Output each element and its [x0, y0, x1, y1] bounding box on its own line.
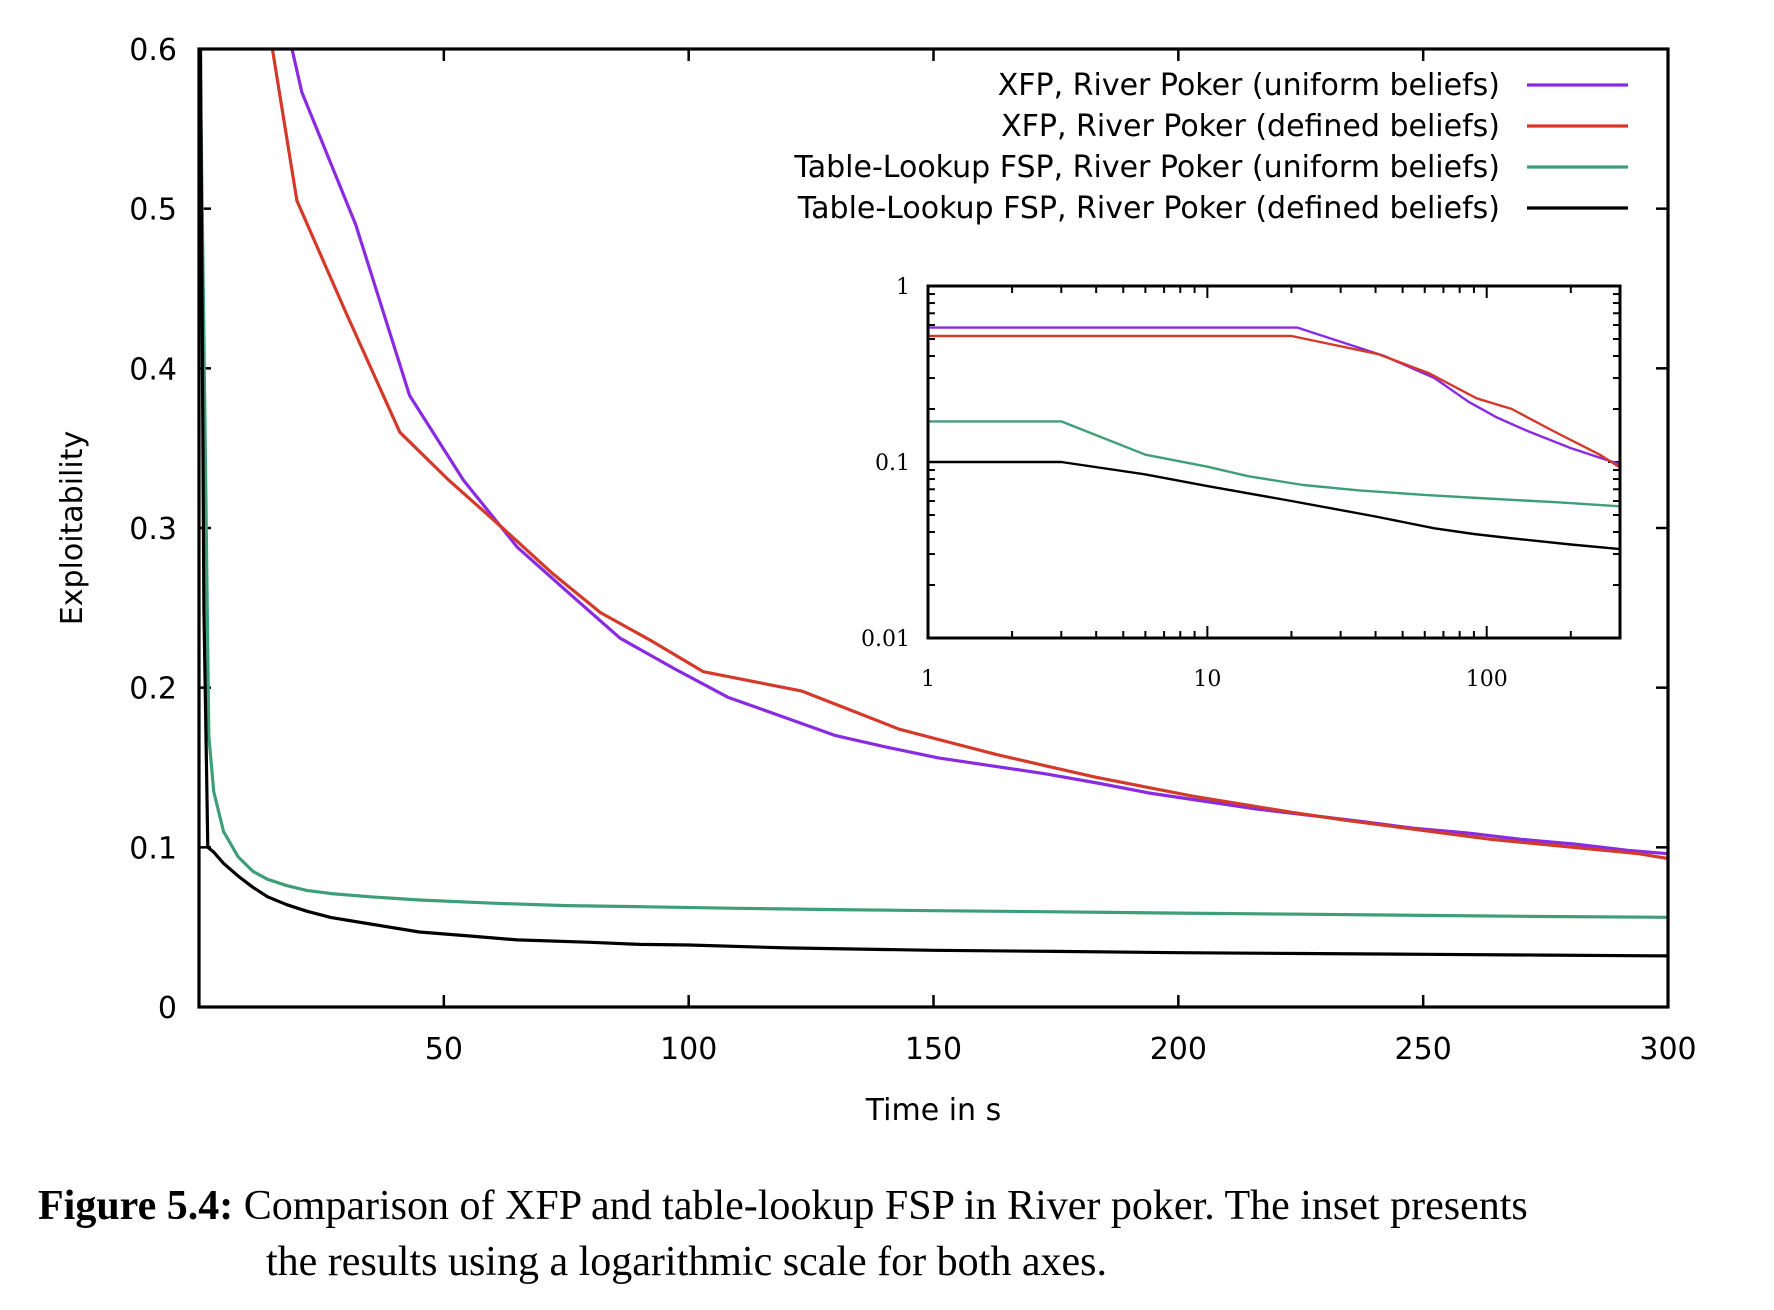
- x-tick-label: 100: [660, 1032, 717, 1067]
- y-axis-label: Exploitability: [55, 431, 90, 626]
- caption-text-line1: Comparison of XFP and table-lookup FSP i…: [243, 1183, 1528, 1229]
- inset-y-tick-label: 0.01: [861, 627, 910, 652]
- caption-text-line2: the results using a logarithmic scale fo…: [266, 1239, 1107, 1285]
- x-axis-label: Time in s: [865, 1093, 1001, 1128]
- legend-entry-1: XFP, River Poker (uniform beliefs): [998, 68, 1500, 103]
- caption-label: Figure 5.4:: [38, 1183, 234, 1229]
- inset-chart: 1 10 100 0.01 0.1 1: [861, 275, 1622, 692]
- y-tick-label: 0.2: [129, 672, 177, 707]
- x-tick-label: 50: [425, 1032, 463, 1067]
- y-tick-label: 0.1: [129, 831, 177, 866]
- y-tick-label: 0.3: [129, 512, 177, 547]
- series-line-2: [270, 49, 1668, 861]
- y-tick-label: 0: [158, 991, 177, 1026]
- inset-x-tick-label: 100: [1466, 667, 1508, 692]
- inset-y-tick-label: 0.1: [875, 451, 910, 476]
- inset-series-line-2: [928, 334, 1620, 469]
- y-tick-label: 0.6: [129, 33, 177, 68]
- series-line-3: [199, 49, 1668, 919]
- x-tick-label: 300: [1639, 1032, 1696, 1067]
- inset-x-tick-label: 10: [1193, 667, 1221, 692]
- legend-entry-4: Table-Lookup FSP, River Poker (defined b…: [797, 191, 1500, 226]
- x-tick-label: 200: [1150, 1032, 1207, 1067]
- series-line-4: [199, 49, 1668, 958]
- main-chart: 0 0.1 0.2 0.3 0.4 0.5 0.6 50 100 150 200 250 300 Time…: [55, 33, 1697, 1128]
- y-tick-label: 0.4: [129, 352, 177, 387]
- inset-x-tick-label: 1: [921, 667, 935, 692]
- x-tick-label: 250: [1395, 1032, 1452, 1067]
- inset-series-line-1: [928, 326, 1620, 466]
- inset-y-tick-label: 1: [896, 275, 910, 300]
- inset-plot-frame: [926, 284, 1622, 640]
- x-tick-label: 150: [905, 1032, 962, 1067]
- inset-series-line-4: [928, 460, 1620, 551]
- y-tick-label: 0.5: [129, 193, 177, 228]
- inset-series-line-3: [928, 420, 1620, 508]
- main-plot-frame: [197, 47, 1670, 1009]
- legend-entry-2: XFP, River Poker (defined beliefs): [1001, 109, 1500, 144]
- figure-caption: Figure 5.4: Comparison of XFP and table-…: [38, 1178, 1738, 1290]
- series-line-1: [290, 49, 1668, 856]
- legend-entry-3: Table-Lookup FSP, River Poker (uniform b…: [793, 150, 1500, 185]
